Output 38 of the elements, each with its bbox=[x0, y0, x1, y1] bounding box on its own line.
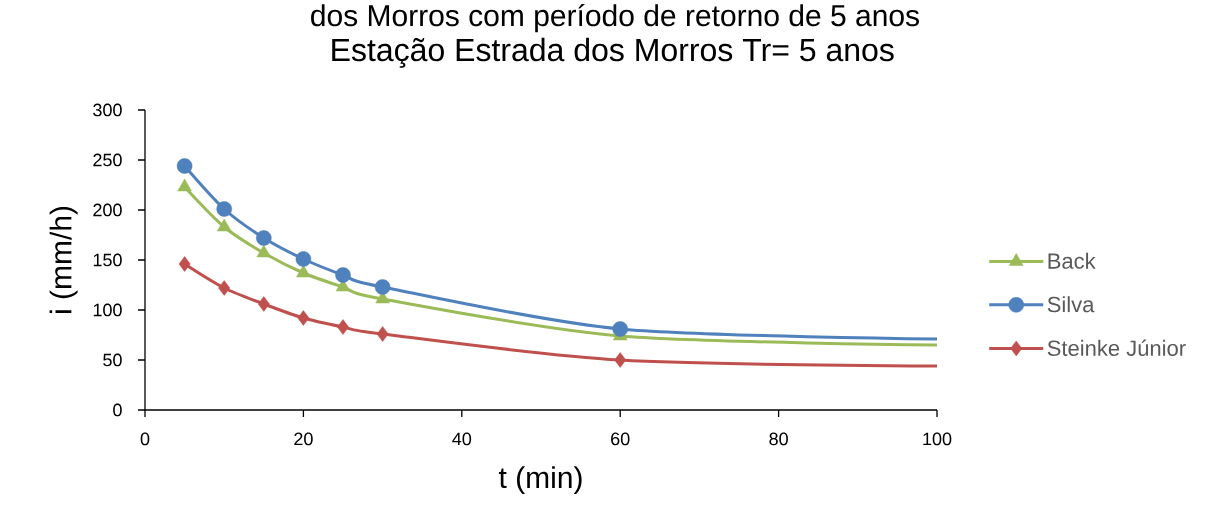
point bbox=[176, 158, 193, 174]
x-tick-label: 60 bbox=[611, 432, 630, 446]
x-tick-label: 100 bbox=[923, 432, 952, 446]
point bbox=[217, 218, 232, 232]
y-tick-label: 150 bbox=[93, 253, 122, 267]
y-tick-label: 300 bbox=[93, 103, 122, 117]
y-tick-label: 100 bbox=[93, 303, 122, 317]
point bbox=[178, 256, 191, 272]
point bbox=[218, 280, 231, 296]
point bbox=[256, 230, 272, 246]
y-tick-label: 200 bbox=[93, 203, 122, 217]
point bbox=[256, 244, 271, 258]
x-tick-label: 20 bbox=[294, 432, 313, 446]
y-tick-label: 0 bbox=[113, 403, 122, 417]
point bbox=[614, 352, 627, 368]
point bbox=[376, 326, 389, 342]
y-tick-label: 50 bbox=[103, 353, 122, 367]
x-tick-label: 40 bbox=[452, 432, 472, 446]
point bbox=[297, 310, 310, 326]
point bbox=[335, 267, 351, 283]
point bbox=[612, 321, 628, 337]
y-tick-label: 250 bbox=[93, 153, 122, 167]
legend-label: Silva bbox=[1047, 296, 1095, 313]
point bbox=[177, 178, 192, 192]
chart-title: Estação Estrada dos Morros Tr= 5 anos bbox=[332, 37, 894, 68]
x-tick-label: 80 bbox=[769, 432, 788, 446]
point bbox=[295, 251, 312, 267]
point bbox=[337, 319, 349, 335]
point bbox=[296, 264, 311, 278]
x-tick-label: 0 bbox=[140, 432, 150, 446]
point bbox=[216, 201, 232, 217]
x-axis-title: t (min) bbox=[498, 466, 582, 495]
legend-label: Steinke Júnior bbox=[1047, 339, 1186, 357]
point bbox=[257, 296, 270, 312]
point bbox=[374, 279, 391, 295]
text: dos Morros com período de retorno de 5 anos bbox=[311, 3, 919, 33]
y-axis-title: i (mm/h) bbox=[49, 206, 78, 313]
legend-label: Back bbox=[1048, 252, 1096, 269]
